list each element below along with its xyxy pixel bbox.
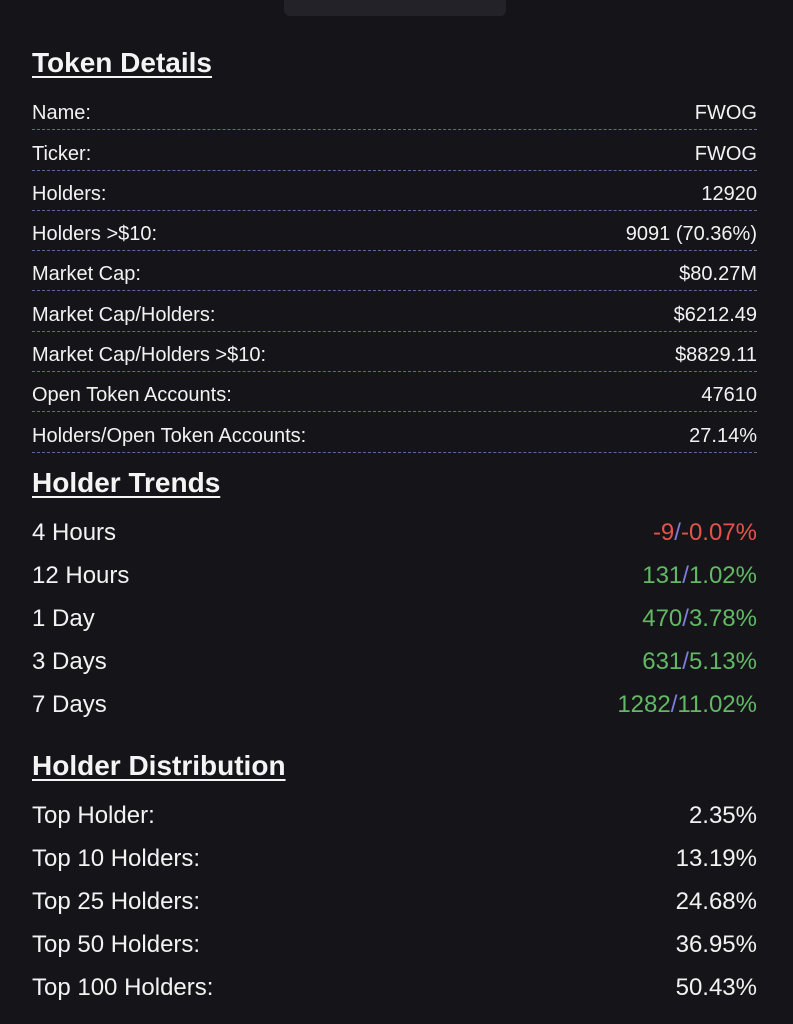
trend-value: 131/1.02% <box>642 562 757 590</box>
detail-value: FWOG <box>694 142 757 165</box>
trend-percent: 3.78% <box>688 605 757 633</box>
trend-separator: / <box>674 519 681 547</box>
detail-label: Market Cap/Holders >$10: <box>32 344 267 367</box>
detail-label: Holders >$10: <box>32 223 158 246</box>
trend-separator: / <box>670 691 678 719</box>
dist-value: 24.68% <box>675 888 757 916</box>
token-details-section: Token Details Name: FWOG Ticker: FWOG Ho… <box>32 44 757 453</box>
detail-value: $6212.49 <box>673 303 757 326</box>
trend-count: 1282 <box>617 691 671 719</box>
dist-label: Top Holder: <box>32 802 155 830</box>
detail-row-market-cap-per-holder: Market Cap/Holders: $6212.49 <box>32 291 757 332</box>
trend-label: 12 Hours <box>32 562 130 590</box>
holder-trends-section: Holder Trends 4 Hours -9/-0.07% 12 Hours… <box>32 464 757 727</box>
trend-count: 131 <box>642 562 683 590</box>
token-details-list: Name: FWOG Ticker: FWOG Holders: 12920 H… <box>32 90 757 453</box>
detail-row-holders-over-10: Holders >$10: 9091 (70.36%) <box>32 211 757 252</box>
detail-label: Market Cap/Holders: <box>32 303 216 326</box>
holder-distribution-section: Holder Distribution Top Holder: 2.35% To… <box>32 747 757 1010</box>
token-panel: Token Details Name: FWOG Ticker: FWOG Ho… <box>32 44 757 1010</box>
trend-row-12-hours: 12 Hours 131/1.02% <box>32 555 757 598</box>
dist-row-top-holder: Top Holder: 2.35% <box>32 795 757 838</box>
dist-label: Top 10 Holders: <box>32 845 201 873</box>
trend-value: 1282/11.02% <box>617 691 757 719</box>
detail-label: Ticker: <box>32 142 92 165</box>
trend-separator: / <box>682 562 689 590</box>
detail-row-name: Name: FWOG <box>32 90 757 131</box>
trend-row-4-hours: 4 Hours -9/-0.07% <box>32 512 757 555</box>
dist-value: 50.43% <box>675 974 757 1002</box>
detail-value: FWOG <box>694 102 757 125</box>
dist-row-top-25: Top 25 Holders: 24.68% <box>32 881 757 924</box>
trend-value: -9/-0.07% <box>653 519 757 547</box>
dist-value: 2.35% <box>688 802 757 830</box>
detail-label: Open Token Accounts: <box>32 384 232 407</box>
detail-value: 9091 (70.36%) <box>625 223 757 246</box>
dist-label: Top 25 Holders: <box>32 888 201 916</box>
trend-label: 4 Hours <box>32 519 117 547</box>
detail-label: Holders/Open Token Accounts: <box>32 424 307 447</box>
detail-row-holders: Holders: 12920 <box>32 171 757 211</box>
detail-value: 12920 <box>701 182 757 205</box>
holder-distribution-list: Top Holder: 2.35% Top 10 Holders: 13.19%… <box>32 795 757 1010</box>
trend-value: 470/3.78% <box>642 605 757 633</box>
trend-count: -9 <box>652 519 675 547</box>
trend-label: 3 Days <box>32 648 107 676</box>
detail-value: $80.27M <box>679 263 757 286</box>
trend-label: 1 Day <box>32 605 95 633</box>
detail-row-ticker: Ticker: FWOG <box>32 130 757 171</box>
token-details-title: Token Details <box>32 47 212 78</box>
holder-trends-list: 4 Hours -9/-0.07% 12 Hours 131/1.02% 1 D… <box>32 512 757 727</box>
trend-row-7-days: 7 Days 1282/11.02% <box>32 684 757 727</box>
trend-percent: -0.07% <box>680 519 757 547</box>
detail-row-open-token-accounts: Open Token Accounts: 47610 <box>32 372 757 413</box>
trend-count: 470 <box>642 605 683 633</box>
holder-trends-title: Holder Trends <box>32 466 221 498</box>
trend-row-1-day: 1 Day 470/3.78% <box>32 598 757 641</box>
trend-row-3-days: 3 Days 631/5.13% <box>32 641 757 684</box>
trend-separator: / <box>682 605 689 633</box>
detail-label: Name: <box>32 102 91 125</box>
trend-value: 631/5.13% <box>642 648 757 676</box>
detail-value: 47610 <box>701 384 757 407</box>
holder-distribution-title: Holder Distribution <box>32 749 286 781</box>
dist-value: 36.95% <box>675 931 757 959</box>
dist-row-top-10: Top 10 Holders: 13.19% <box>32 838 757 881</box>
dist-row-top-50: Top 50 Holders: 36.95% <box>32 924 757 967</box>
trend-percent: 11.02% <box>677 691 757 719</box>
trend-count: 631 <box>642 648 683 676</box>
trend-label: 7 Days <box>32 691 107 719</box>
trend-percent: 1.02% <box>688 562 757 590</box>
detail-row-market-cap: Market Cap: $80.27M <box>32 251 757 292</box>
detail-row-holders-per-open-accounts: Holders/Open Token Accounts: 27.14% <box>32 412 757 453</box>
dist-value: 13.19% <box>675 845 757 873</box>
trend-percent: 5.13% <box>688 648 757 676</box>
trend-separator: / <box>682 648 689 676</box>
dist-label: Top 50 Holders: <box>32 931 201 959</box>
detail-value: $8829.11 <box>675 344 757 367</box>
detail-row-market-cap-per-holder-over-10: Market Cap/Holders >$10: $8829.11 <box>32 332 757 373</box>
dist-label: Top 100 Holders: <box>32 974 214 1002</box>
detail-label: Market Cap: <box>32 263 141 286</box>
detail-label: Holders: <box>32 182 107 205</box>
dist-row-top-100: Top 100 Holders: 50.43% <box>32 967 757 1010</box>
top-tab[interactable] <box>284 0 506 16</box>
detail-value: 27.14% <box>689 424 757 447</box>
